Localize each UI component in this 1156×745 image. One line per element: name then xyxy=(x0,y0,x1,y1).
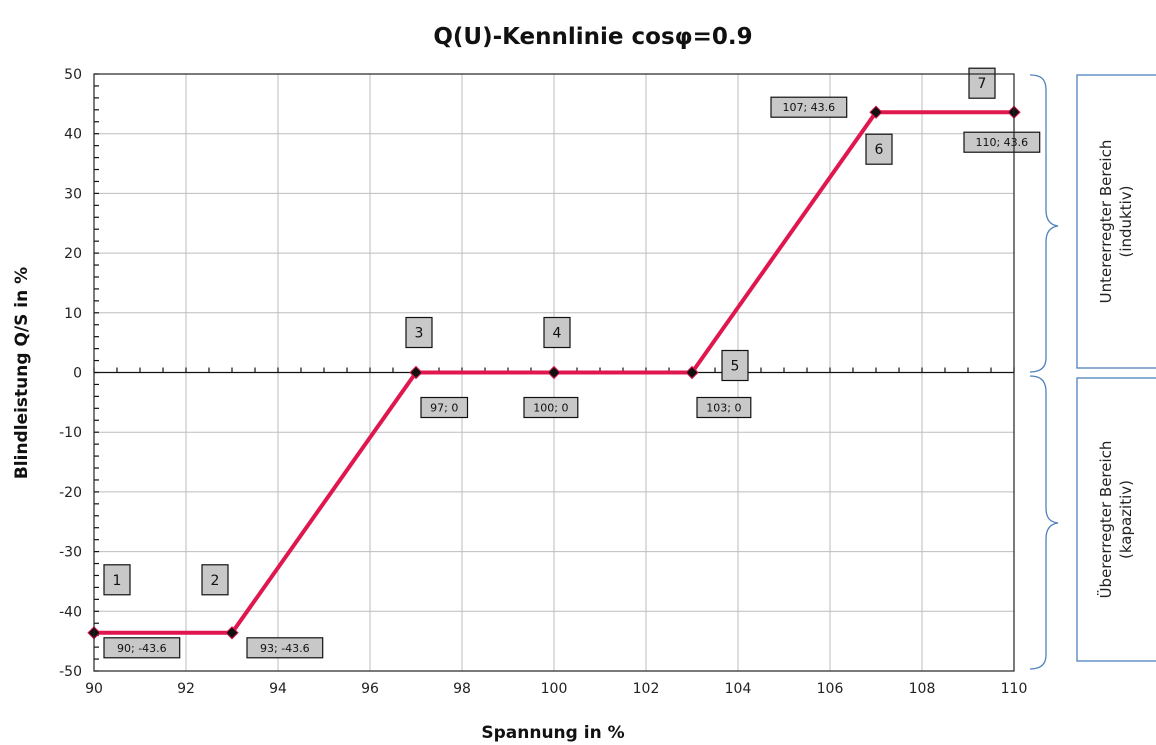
data-label-box xyxy=(770,96,848,118)
y-tick-label: -40 xyxy=(59,604,82,620)
x-tick-label: 96 xyxy=(361,681,379,697)
point-number: 2 xyxy=(211,573,220,589)
x-tick-label: 108 xyxy=(909,681,936,697)
data-label-box xyxy=(963,131,1041,153)
region-brace-upper xyxy=(1029,74,1059,373)
point-number: 7 xyxy=(978,76,987,92)
x-tick-label: 92 xyxy=(177,681,195,697)
y-axis-title: Blindleistung Q/S in % xyxy=(12,267,32,479)
x-tick-label: 100 xyxy=(541,681,568,697)
data-labels: 90; -43.6 93; -43.6 97; 0 100; 0 103; 0 107; … xyxy=(103,96,1041,659)
y-tick-label: -10 xyxy=(59,425,82,441)
data-label: 93; -43.6 xyxy=(260,642,310,655)
data-point-marker xyxy=(869,105,883,119)
data-label-box xyxy=(420,396,469,419)
point-number: 3 xyxy=(415,326,424,342)
region-lower-line2: (kapazitiv) xyxy=(1117,480,1135,559)
region-upper-line2: (induktiv) xyxy=(1117,185,1135,257)
chart-title: Q(U)-Kennlinie cosφ=0.9 xyxy=(433,24,752,50)
plot-frame xyxy=(93,73,1015,672)
region-box-upper xyxy=(1076,74,1156,369)
y-tick-label: 40 xyxy=(64,127,82,143)
x-tick-label: 110 xyxy=(1001,681,1028,697)
point-number: 6 xyxy=(875,142,884,158)
point-number: 5 xyxy=(731,359,740,375)
region-brace-lower xyxy=(1029,375,1059,670)
point-number-box xyxy=(721,349,749,382)
data-label-box xyxy=(103,637,181,659)
y-tick-labels: 50 40 30 20 10 0 -10 -20 -30 -40 -50 xyxy=(59,67,82,680)
point-number-box xyxy=(865,133,893,165)
data-point-marker xyxy=(225,626,239,640)
y-tick-label: 30 xyxy=(64,186,82,202)
region-lower-line1: Übererregter Bereich xyxy=(1096,441,1115,599)
data-point-marker xyxy=(685,365,699,380)
data-label: 110; 43.6 xyxy=(975,136,1028,149)
y-tick-label: 0 xyxy=(73,366,82,382)
data-label: 107; 43.6 xyxy=(782,101,835,114)
y-tick-label: 10 xyxy=(64,306,82,322)
x-tick-label: 104 xyxy=(725,681,752,697)
data-point-marker xyxy=(409,365,423,380)
data-label: 103; 0 xyxy=(706,402,741,415)
point-number-boxes: 1 2 3 4 5 6 7 xyxy=(103,67,996,596)
data-label: 100; 0 xyxy=(533,402,568,415)
x-tick-label: 90 xyxy=(85,681,103,697)
y-tick-label: -50 xyxy=(59,664,82,680)
point-number-box xyxy=(543,316,571,349)
region-box-lower xyxy=(1076,377,1156,662)
data-label: 90; -43.6 xyxy=(117,642,167,655)
x-tick-labels: 90 92 94 96 98 100 102 104 106 108 110 xyxy=(85,681,1027,697)
y-tick-label: -20 xyxy=(59,485,82,501)
data-label-box xyxy=(246,637,324,659)
x-axis-title: Spannung in % xyxy=(481,723,624,743)
point-number-box xyxy=(201,564,229,596)
point-number-box xyxy=(405,316,433,349)
data-label: 97; 0 xyxy=(430,402,458,415)
point-number: 1 xyxy=(113,573,122,589)
data-label-box xyxy=(523,396,579,419)
point-number-box xyxy=(103,564,131,596)
y-tick-label: 50 xyxy=(64,67,82,83)
data-label-box xyxy=(696,396,752,419)
point-number-box xyxy=(968,67,996,99)
y-tick-label: 20 xyxy=(64,246,82,262)
x-tick-label: 94 xyxy=(269,681,287,697)
point-number: 4 xyxy=(553,326,562,342)
x-tick-label: 106 xyxy=(817,681,844,697)
region-upper-line1: Untererregter Bereich xyxy=(1097,140,1115,304)
y-tick-label: -30 xyxy=(59,545,82,561)
data-point-marker xyxy=(547,365,561,380)
x-tick-label: 102 xyxy=(633,681,660,697)
x-tick-label: 98 xyxy=(453,681,471,697)
